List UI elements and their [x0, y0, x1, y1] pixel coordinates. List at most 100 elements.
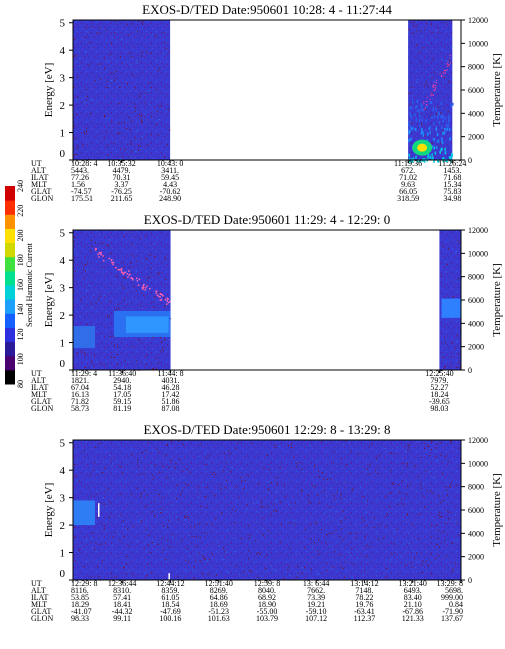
speckle — [250, 570, 252, 572]
speckle — [123, 135, 125, 137]
y-tick-label: 3 — [60, 493, 66, 505]
speckle — [88, 489, 90, 491]
speckle — [443, 367, 444, 369]
speckle — [270, 548, 272, 550]
speckle — [127, 276, 129, 278]
speckle — [230, 471, 232, 473]
y2-tick-label: 10000 — [468, 39, 488, 48]
speckle — [436, 543, 438, 545]
speckle — [187, 554, 189, 555]
speckle — [365, 525, 367, 527]
speckle — [435, 88, 436, 90]
speckle — [184, 519, 186, 521]
speckle — [134, 573, 136, 574]
speckle — [425, 543, 426, 545]
speckle — [93, 548, 95, 550]
speckle — [100, 78, 102, 80]
flux-cell — [429, 131, 431, 135]
speckle — [177, 482, 179, 484]
speckle — [126, 232, 127, 234]
speckle — [119, 515, 121, 517]
ephemeris-value: 78.22 — [355, 593, 373, 602]
speckle — [222, 478, 224, 480]
speckle — [206, 457, 207, 459]
speckle — [140, 145, 142, 147]
speckle — [77, 76, 79, 78]
speckle — [318, 553, 320, 555]
speckle — [431, 525, 433, 527]
speckle — [109, 239, 111, 241]
speckle — [447, 61, 449, 63]
speckle — [408, 92, 410, 94]
speckle — [441, 533, 443, 535]
flux-cell — [452, 102, 454, 106]
speckle — [194, 524, 196, 525]
speckle — [402, 503, 404, 505]
speckle — [111, 78, 113, 80]
speckle — [297, 565, 299, 567]
y2-tick-label: 0 — [468, 576, 472, 585]
speckle — [402, 529, 404, 531]
speckle — [116, 275, 118, 277]
speckle — [109, 336, 111, 337]
y-tick-label: 4 — [60, 45, 66, 57]
speckle — [316, 574, 318, 575]
speckle — [379, 524, 381, 526]
ephemeris-value: -76.25 — [111, 187, 132, 196]
speckle — [338, 492, 340, 494]
speckle — [335, 530, 337, 531]
speckle — [73, 86, 75, 88]
speckle — [345, 440, 347, 442]
speckle — [431, 143, 433, 145]
speckle — [202, 555, 204, 557]
ephemeris-row-label: ILAT — [31, 383, 48, 392]
speckle — [445, 522, 447, 524]
speckle — [439, 516, 441, 518]
speckle — [151, 34, 153, 36]
speckle — [385, 525, 387, 527]
speckle — [341, 501, 343, 503]
speckle — [304, 567, 306, 569]
speckle — [94, 354, 96, 356]
speckle — [80, 350, 82, 352]
speckle — [83, 59, 85, 61]
speckle — [95, 249, 97, 251]
flux-cell — [445, 123, 448, 127]
speckle — [154, 256, 156, 258]
ephemeris-value: 18.29 — [71, 600, 89, 609]
speckle — [123, 272, 125, 274]
speckle — [442, 81, 444, 83]
speckle — [166, 297, 169, 299]
speckle — [447, 111, 449, 113]
speckle — [386, 568, 388, 569]
speckle — [105, 131, 107, 133]
speckle — [103, 528, 105, 530]
speckle — [165, 93, 167, 95]
speckle — [172, 534, 174, 535]
flux-cell — [416, 104, 418, 108]
speckle — [155, 89, 157, 91]
speckle — [413, 25, 414, 27]
speckle — [184, 516, 186, 518]
speckle — [149, 276, 151, 278]
ephemeris-value: 5698. — [445, 586, 463, 595]
speckle — [123, 287, 124, 289]
ephemeris-value: -74.57 — [71, 187, 92, 196]
speckle — [450, 440, 452, 442]
speckle — [114, 458, 116, 460]
speckle — [79, 548, 81, 550]
speckle — [152, 542, 154, 544]
speckle — [353, 495, 355, 497]
speckle — [407, 449, 409, 451]
speckle — [344, 498, 345, 500]
speckle — [79, 315, 81, 317]
speckle — [165, 278, 167, 280]
speckle — [114, 531, 116, 533]
y2-tick-label: 6000 — [468, 296, 484, 305]
speckle — [187, 484, 189, 486]
speckle — [150, 578, 152, 580]
ephemeris-value: 1.56 — [71, 180, 85, 189]
speckle — [133, 285, 135, 287]
speckle — [435, 456, 437, 458]
speckle — [412, 550, 414, 552]
